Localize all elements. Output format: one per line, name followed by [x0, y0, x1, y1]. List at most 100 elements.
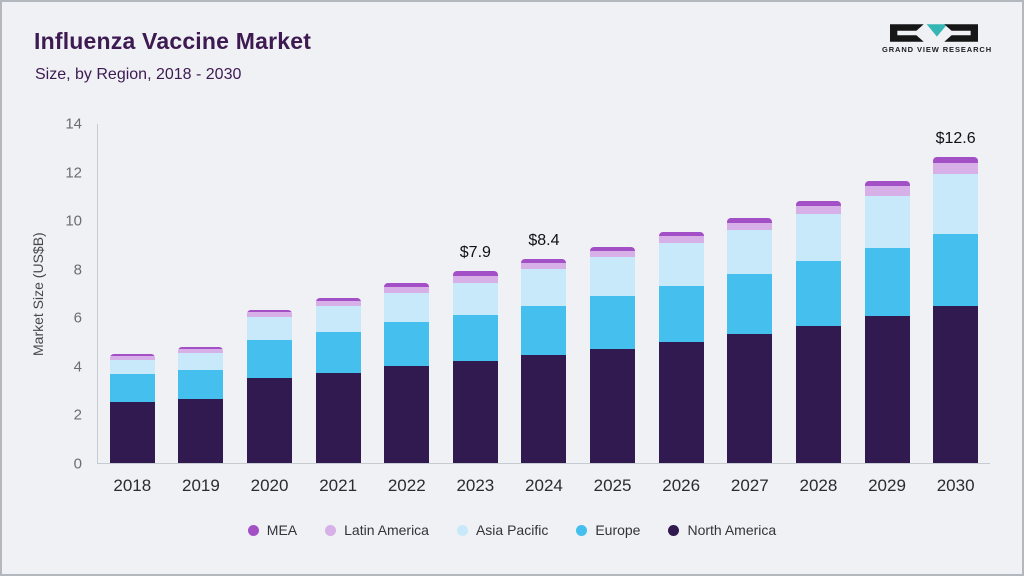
- legend-label-europe: Europe: [595, 522, 641, 538]
- bar-group-2030: $12.6 2030: [921, 124, 990, 495]
- bar-segment-mea: [590, 246, 636, 251]
- stacked-bar-2018: [109, 353, 155, 463]
- bar-segment-asia-pacific: [933, 174, 979, 234]
- bar-segment-north-america: [864, 316, 910, 463]
- legend-label-latin-america: Latin America: [344, 522, 429, 538]
- legend-item-mea: MEA: [247, 522, 298, 538]
- bar-segment-mea: [727, 217, 773, 223]
- legend-swatch-europe: [576, 524, 588, 536]
- bar-group-2025: 2025: [578, 124, 647, 495]
- bar-segment-europe: [658, 285, 704, 342]
- bar-segment-north-america: [795, 325, 841, 463]
- legend-label-mea: MEA: [266, 522, 298, 538]
- bar-segment-latin-america: [315, 301, 361, 307]
- y-tick-label-0: 0: [73, 455, 82, 473]
- legend-item-asia-pacific: Asia Pacific: [456, 522, 549, 538]
- bar-group-2028: 2028: [784, 124, 853, 495]
- bar-group-2022: 2022: [372, 124, 441, 495]
- plot-area: 2018 2019 2020 2021 2022 $7.9 2023 $8.4 2024 2025…: [97, 124, 990, 495]
- bar-segment-asia-pacific: [727, 229, 773, 274]
- y-axis-title: Market Size (US$B): [30, 232, 46, 356]
- gvr-logo-icon: [890, 24, 978, 42]
- y-tick-label-2: 2: [73, 406, 82, 424]
- bar-segment-latin-america: [384, 287, 430, 294]
- bar-segment-europe: [109, 374, 155, 403]
- x-axis-label-2023: 2023: [456, 476, 495, 495]
- bar-segment-mea: [452, 271, 498, 277]
- stacked-bar-2030: [933, 157, 979, 463]
- bar-segment-asia-pacific: [178, 352, 224, 370]
- bar-segment-latin-america: [109, 356, 155, 360]
- legend-item-north-america: North America: [668, 522, 776, 538]
- bar-segment-latin-america: [247, 312, 293, 318]
- bar-value-label-2030: $12.6: [935, 130, 976, 147]
- bar-segment-north-america: [178, 398, 224, 463]
- bar-segment-europe: [521, 306, 567, 355]
- bar-segment-asia-pacific: [315, 306, 361, 332]
- stacked-bar-2022: [384, 283, 430, 463]
- chart-title: Influenza Vaccine Market: [34, 28, 312, 54]
- bar-group-2018: 2018: [98, 124, 167, 495]
- legend-swatch-asia-pacific: [456, 524, 468, 536]
- x-axis-label-2020: 2020: [250, 476, 289, 495]
- legend-item-europe: Europe: [576, 522, 640, 538]
- bar-segment-asia-pacific: [864, 195, 910, 249]
- legend-label-asia-pacific: Asia Pacific: [475, 522, 549, 538]
- bar-group-2020: 2020: [235, 124, 304, 495]
- bar-value-label-2024: $8.4: [528, 232, 560, 249]
- bar-segment-north-america: [727, 334, 773, 463]
- stacked-bar-2027: [727, 217, 773, 463]
- y-tick-label-6: 6: [73, 309, 82, 327]
- bar-segment-latin-america: [521, 262, 567, 269]
- legend-swatch-north-america: [668, 524, 680, 536]
- bar-segment-north-america: [109, 402, 155, 463]
- bar-segment-latin-america: [933, 163, 979, 175]
- legend-item-latin-america: Latin America: [325, 522, 429, 538]
- legend-swatch-latin-america: [325, 524, 337, 536]
- stacked-bar-2019: [178, 346, 224, 463]
- bar-segment-latin-america: [452, 276, 498, 284]
- stacked-bar-2024: [521, 259, 567, 463]
- bar-segment-latin-america: [795, 205, 841, 215]
- bar-segment-mea: [384, 283, 430, 288]
- legend-swatch-mea: [247, 524, 259, 536]
- x-axis-label-2018: 2018: [113, 476, 152, 495]
- y-tick-label-14: 14: [65, 115, 82, 133]
- bar-segment-europe: [727, 273, 773, 335]
- bar-segment-asia-pacific: [247, 317, 293, 341]
- stacked-bar-2026: [658, 232, 704, 463]
- bar-segment-latin-america: [658, 235, 704, 244]
- x-axis-label-2027: 2027: [730, 476, 769, 495]
- legend-label-north-america: North America: [687, 522, 777, 538]
- grand-view-research-logo: GRAND VIEW RESEARCH: [882, 24, 993, 54]
- bar-segment-mea: [521, 259, 567, 263]
- x-axis-label-2022: 2022: [387, 476, 426, 495]
- y-axis-ticks: 0 2 4 6 8 10 12 14: [54, 116, 90, 473]
- bar-group-2024: $8.4 2024: [510, 124, 579, 495]
- bar-segment-europe: [384, 322, 430, 366]
- bar-segment-north-america: [452, 361, 498, 463]
- bar-group-2019: 2019: [167, 124, 236, 495]
- bar-segment-mea: [864, 181, 910, 187]
- x-axis-label-2019: 2019: [182, 476, 220, 495]
- bar-segment-north-america: [658, 341, 704, 463]
- y-tick-label-4: 4: [73, 358, 82, 376]
- bar-segment-mea: [795, 200, 841, 206]
- bar-segment-europe: [178, 369, 224, 399]
- bar-group-2029: 2029: [853, 124, 922, 495]
- x-axis-label-2028: 2028: [799, 476, 838, 495]
- bar-group-2027: 2027: [715, 124, 784, 495]
- bar-segment-mea: [933, 157, 979, 164]
- bar-segment-asia-pacific: [521, 268, 567, 307]
- bar-segment-europe: [315, 331, 361, 374]
- bar-segment-europe: [933, 233, 979, 307]
- chart-subtitle: Size, by Region, 2018 - 2030: [35, 66, 242, 83]
- x-axis-label-2021: 2021: [319, 476, 358, 495]
- bar-value-label-2023: $7.9: [459, 244, 491, 262]
- bar-segment-europe: [795, 261, 841, 326]
- bar-segment-latin-america: [727, 222, 773, 230]
- x-axis-label-2025: 2025: [593, 476, 632, 495]
- bar-segment-north-america: [590, 348, 636, 463]
- logo-wordmark: GRAND VIEW RESEARCH: [882, 45, 993, 54]
